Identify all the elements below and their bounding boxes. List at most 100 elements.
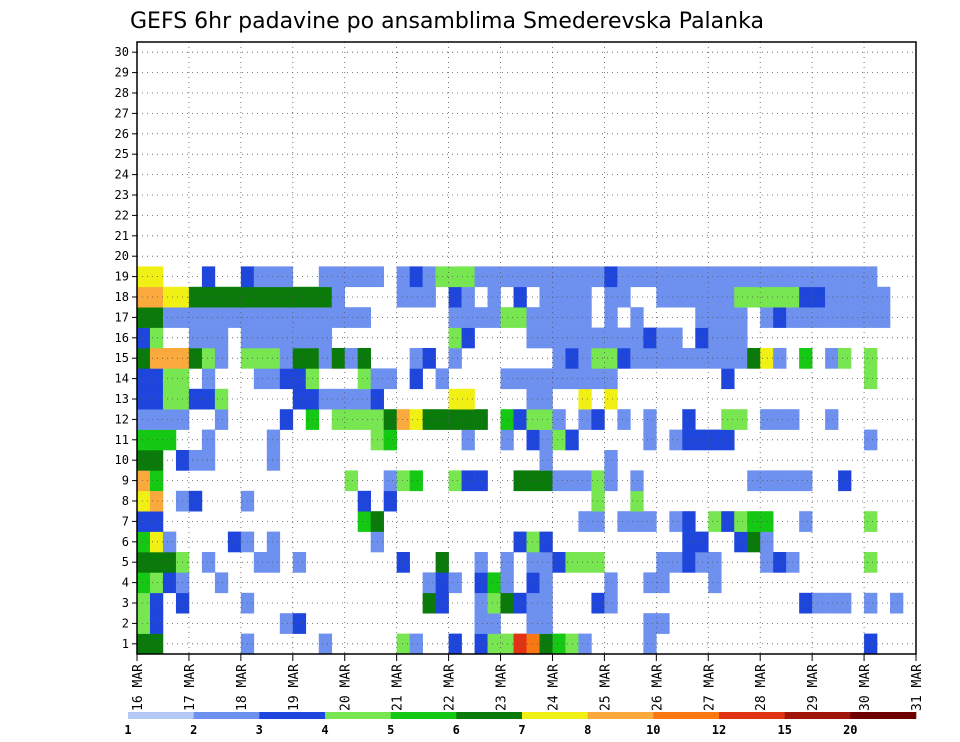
heatmap-cell (292, 327, 307, 349)
heatmap-cell (578, 633, 592, 655)
heatmap-cell (682, 348, 696, 369)
heatmap-cell (864, 286, 878, 308)
heatmap-cell (409, 409, 423, 430)
heatmap-cell (578, 388, 592, 410)
heatmap-cell (669, 266, 683, 288)
legend-swatch (128, 712, 194, 719)
y-tick-label: 9 (122, 474, 129, 488)
heatmap-cell (773, 307, 787, 328)
heatmap-cell (487, 307, 501, 328)
heatmap-cell (448, 327, 462, 349)
y-tick-label: 25 (115, 147, 129, 161)
heatmap-cell (760, 511, 774, 532)
heatmap-cell (409, 286, 423, 308)
x-tick-label: 19 MAR (287, 664, 302, 711)
legend-label: 20 (843, 723, 857, 737)
heatmap-cell (695, 286, 709, 308)
heatmap-cell (539, 450, 553, 471)
heatmap-cell (578, 327, 592, 349)
heatmap-cell (643, 572, 657, 594)
heatmap-cell (253, 327, 268, 349)
heatmap-cell (526, 368, 540, 390)
heatmap-cell (578, 266, 592, 288)
legend-label: 4 (321, 723, 328, 737)
heatmap-cell (137, 368, 151, 390)
heatmap-cell (162, 429, 177, 451)
heatmap-cell (708, 552, 722, 573)
heatmap-cell (137, 470, 151, 492)
heatmap-cell (539, 388, 553, 410)
plot-frame (136, 41, 917, 655)
heatmap-cell (578, 511, 592, 532)
heatmap-cell (539, 327, 553, 349)
heatmap-cell (760, 552, 774, 573)
heatmap-cell (201, 266, 216, 288)
heatmap-cell (513, 633, 527, 655)
heatmap-cell (513, 286, 527, 308)
heatmap-cell (838, 592, 852, 614)
heatmap-cell (409, 633, 423, 655)
heatmap-cell (526, 429, 540, 451)
heatmap-cell (318, 348, 333, 369)
heatmap-cell (137, 307, 151, 328)
y-tick-label: 1 (122, 637, 129, 651)
heatmap-cell (474, 613, 488, 634)
heatmap-cell (318, 266, 333, 288)
heatmap-cell (552, 470, 566, 492)
heatmap-cell (461, 429, 475, 451)
legend-label: 10 (646, 723, 660, 737)
heatmap-cell (149, 470, 164, 492)
x-axis: 16 MAR 17 MAR 18 MAR 19 MAR 20 MAR 21 MAR 22 M… (131, 654, 925, 711)
heatmap-cell (604, 266, 618, 288)
heatmap-cell (539, 286, 553, 308)
heatmap-cell (513, 409, 527, 430)
heatmap-cell (825, 409, 839, 430)
heatmap-cell (734, 531, 748, 553)
heatmap-cell (227, 531, 242, 553)
heatmap-cell (604, 368, 618, 390)
heatmap-cell (643, 633, 657, 655)
y-tick-label: 16 (115, 331, 129, 345)
heatmap-cell (747, 286, 761, 308)
heatmap-cell (266, 286, 281, 308)
y-tick-label: 22 (115, 208, 129, 222)
heatmap-cell (137, 613, 151, 634)
heatmap-cell (604, 470, 618, 492)
heatmap-cell (461, 388, 475, 410)
heatmap-cell (344, 470, 359, 492)
heatmap-cell (383, 490, 397, 512)
heatmap-cell (149, 307, 164, 328)
heatmap-cell (526, 633, 540, 655)
heatmap-cell (162, 286, 177, 308)
heatmap-cell (201, 286, 216, 308)
heatmap-cell (149, 531, 164, 553)
heatmap-cell (799, 470, 813, 492)
heatmap-cell (552, 409, 566, 430)
y-tick-label: 8 (122, 494, 129, 508)
heatmap-cell (539, 409, 553, 430)
heatmap-cell (318, 307, 333, 328)
heatmap-cell (695, 429, 709, 451)
heatmap-cell (344, 348, 359, 369)
heatmap-cell (591, 552, 605, 573)
heatmap-cell (617, 409, 631, 430)
heatmap-cell (812, 266, 826, 288)
heatmap-cell (279, 266, 294, 288)
heatmap-cell (526, 327, 540, 349)
heatmap-cell (266, 327, 281, 349)
heatmap-cell (604, 388, 618, 410)
heatmap-cell (188, 286, 203, 308)
heatmap-cell (137, 633, 151, 655)
heatmap-cell (617, 511, 631, 532)
heatmap-cell (604, 450, 618, 471)
heatmap-cell (604, 286, 618, 308)
heatmap-cell (461, 470, 475, 492)
heatmap-cell (669, 327, 683, 349)
heatmap-cell (448, 266, 462, 288)
heatmap-cell (591, 409, 605, 430)
heatmap-cell (279, 613, 294, 634)
heatmap-cell (578, 286, 592, 308)
heatmap-cell (825, 348, 839, 369)
legend-label: 6 (453, 723, 460, 737)
